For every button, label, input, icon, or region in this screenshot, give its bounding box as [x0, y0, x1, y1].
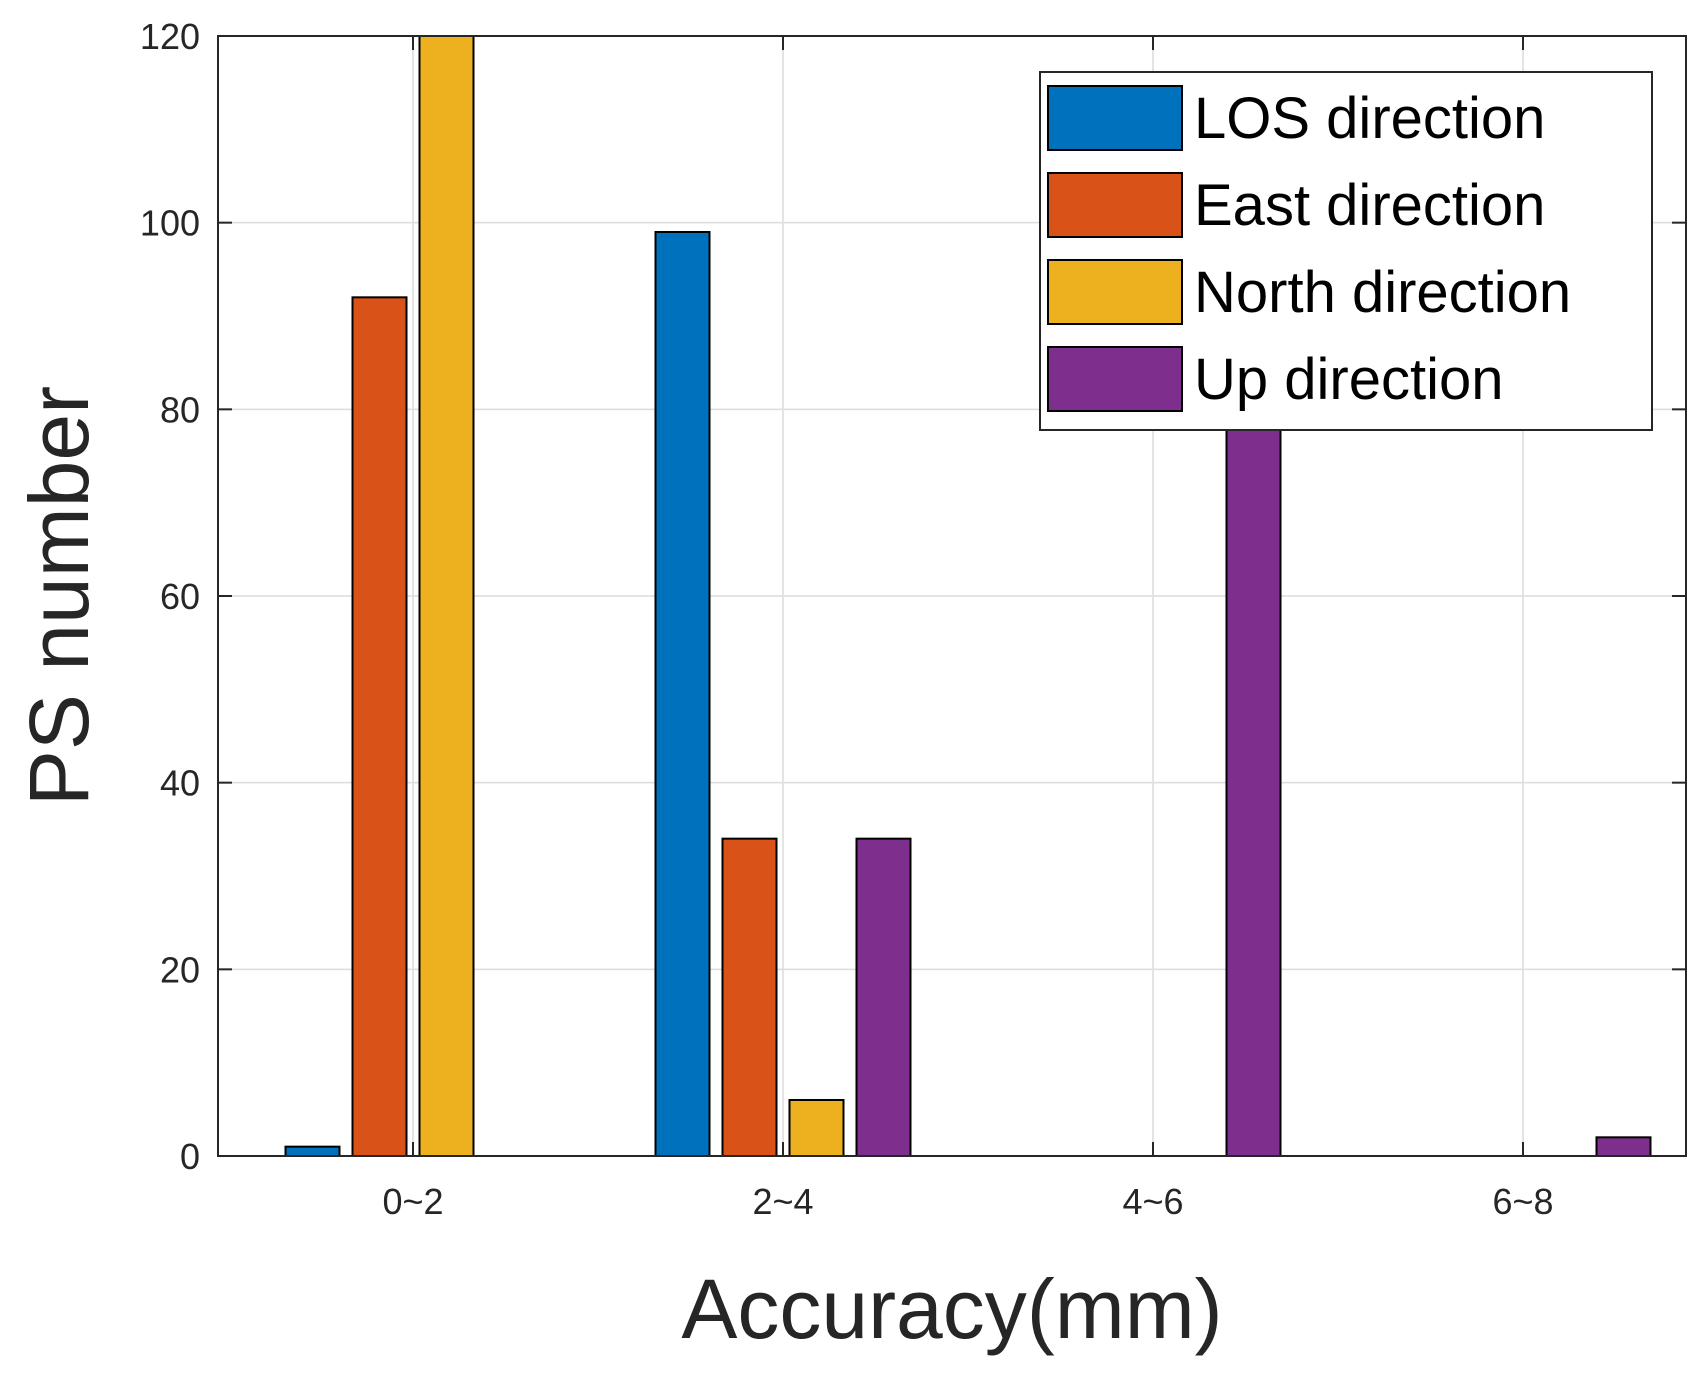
y-tick-label: 80: [160, 389, 200, 430]
legend-swatch: [1047, 85, 1183, 151]
bars: [284, 36, 1652, 1156]
bar-north-direction-2~4: [788, 1099, 845, 1156]
y-tick-label: 120: [140, 16, 200, 57]
legend: LOS direction East direction North directi…: [1039, 71, 1653, 431]
axis-ticks: [218, 35, 1686, 1157]
y-tick-label: 100: [140, 203, 200, 244]
y-tick-label: 0: [180, 1136, 200, 1177]
x-tick-label: 2~4: [752, 1181, 813, 1222]
y-axis-title: PS number: [12, 386, 106, 806]
bar-north-direction-0~2: [418, 36, 475, 1156]
legend-swatch: [1047, 172, 1183, 238]
x-tick-label: 6~8: [1492, 1181, 1553, 1222]
bar-up-direction-2~4: [855, 837, 912, 1156]
bar-los-direction-2~4: [654, 231, 711, 1156]
bar-up-direction-4~6: [1225, 361, 1282, 1156]
bar-east-direction-2~4: [721, 837, 778, 1156]
legend-label: LOS direction: [1194, 86, 1545, 151]
legend-label: North direction: [1194, 260, 1571, 325]
y-tick-label: 60: [160, 576, 200, 617]
legend-label: East direction: [1194, 173, 1545, 238]
legend-swatch: [1047, 259, 1183, 325]
x-axis-title: Accuracy(mm): [681, 1262, 1222, 1356]
x-tick-label: 0~2: [382, 1181, 443, 1222]
x-tick-label: 4~6: [1122, 1181, 1183, 1222]
legend-label: Up direction: [1194, 347, 1503, 412]
x-tick-labels: 0~2 2~4 4~6 6~8: [382, 1181, 1553, 1222]
y-tick-label: 20: [160, 949, 200, 990]
bar-east-direction-0~2: [351, 296, 408, 1156]
legend-swatch: [1047, 346, 1183, 412]
y-tick-labels: 0 20 40 60 80 100 120: [140, 16, 200, 1177]
y-tick-label: 40: [160, 763, 200, 804]
bar-up-direction-6~8: [1595, 1136, 1652, 1156]
bar-los-direction-0~2: [284, 1145, 341, 1156]
